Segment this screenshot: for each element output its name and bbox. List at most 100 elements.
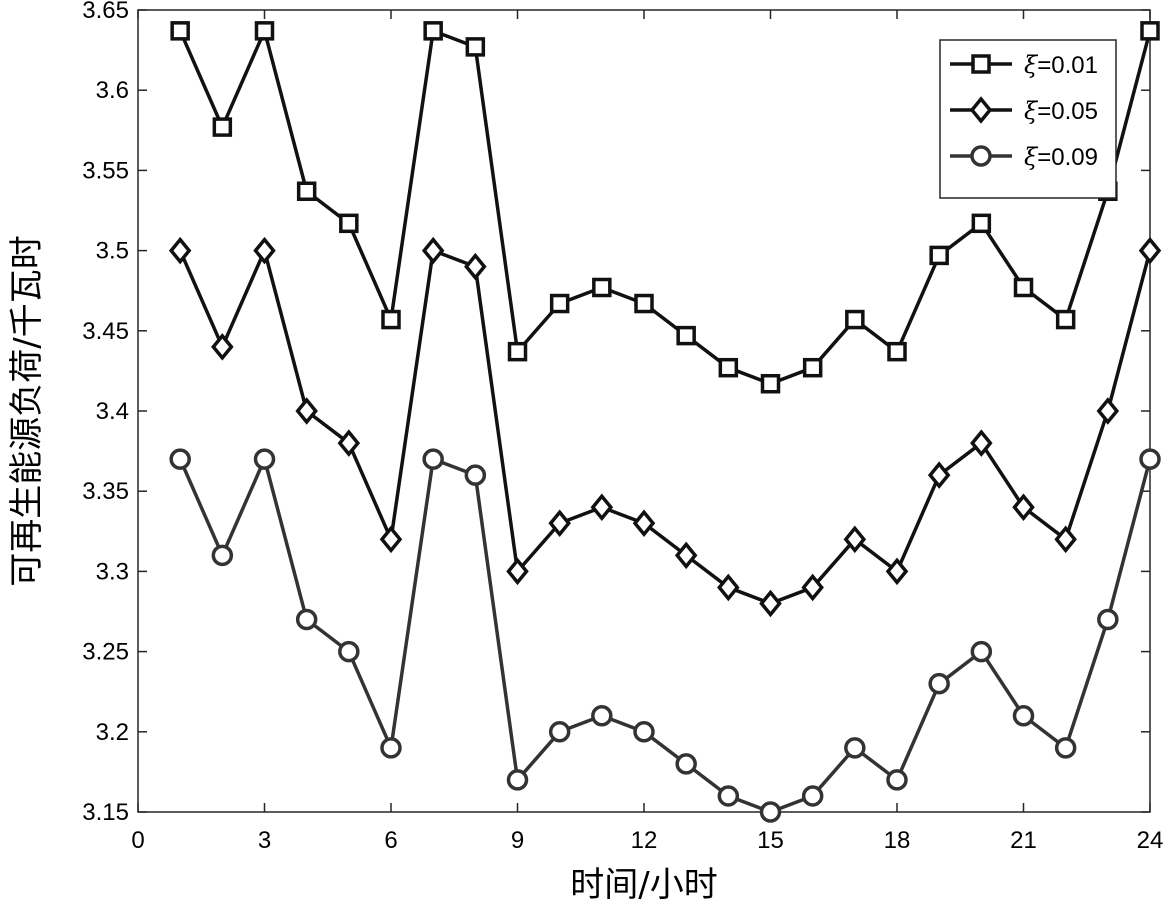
- data-point: [170, 21, 190, 41]
- legend-label: ξ=0.01: [1024, 51, 1098, 79]
- data-point: [548, 721, 571, 743]
- x-tick-label: 24: [1137, 827, 1164, 854]
- legend-entry: ξ=0.09: [950, 143, 1098, 171]
- data-point: [1054, 737, 1077, 759]
- data-point: [1013, 277, 1034, 298]
- x-tick-label: 0: [131, 827, 144, 854]
- data-point: [674, 541, 698, 570]
- legend-value: =0.05: [1037, 98, 1098, 125]
- data-point: [885, 557, 909, 586]
- data-point: [1012, 705, 1035, 727]
- legend-entry: ξ=0.05: [950, 96, 1098, 125]
- data-point: [549, 293, 570, 314]
- data-point: [801, 573, 824, 602]
- data-point: [507, 341, 528, 362]
- legend-symbol: ξ: [1024, 97, 1039, 125]
- y-axis-ticks: 3.15 3.2 3.25 3.3 3.35 3.4 3.45 3.5 3.55 3.6 3.65: [82, 0, 1150, 826]
- series-square: [170, 21, 1160, 394]
- legend-symbol: ξ: [1024, 143, 1039, 171]
- data-point: [423, 21, 443, 41]
- data-point: [421, 236, 445, 265]
- data-point: [675, 753, 697, 775]
- data-point: [1055, 309, 1076, 330]
- x-axis-ticks: 0 3 6 9 12 15 18 21 24: [131, 10, 1163, 854]
- data-point: [717, 785, 740, 807]
- data-point: [295, 608, 318, 631]
- data-point: [254, 21, 275, 41]
- x-tick-label: 21: [1010, 827, 1037, 854]
- series-diamond: [168, 236, 1162, 618]
- data-point: [464, 252, 487, 281]
- data-point: [759, 801, 782, 823]
- y-tick-label: 3.15: [82, 799, 129, 826]
- data-point: [295, 397, 318, 425]
- x-tick-label: 6: [384, 827, 397, 854]
- data-point: [802, 357, 823, 378]
- data-point: [718, 357, 739, 378]
- data-point: [168, 236, 192, 265]
- data-point: [970, 429, 993, 457]
- x-axis-title: 时间/小时: [570, 865, 717, 905]
- series-line: [178, 248, 1152, 606]
- y-tick-label: 3.6: [96, 77, 129, 104]
- y-tick-label: 3.55: [82, 157, 129, 184]
- data-point: [844, 737, 866, 759]
- legend-marker: [969, 96, 993, 124]
- y-tick-label: 3.35: [82, 478, 129, 505]
- x-tick-label: 15: [757, 827, 784, 854]
- x-tick-label: 12: [631, 827, 658, 854]
- data-point: [1054, 525, 1077, 554]
- data-point: [422, 448, 444, 470]
- data-point: [465, 37, 486, 57]
- data-point: [634, 293, 654, 314]
- series-circle: [169, 448, 1161, 823]
- data-point: [759, 589, 782, 618]
- data-point: [632, 509, 656, 538]
- data-point: [337, 429, 361, 457]
- legend-marker: [970, 145, 992, 167]
- y-axis-title: 可再生能源负荷/千瓦时: [7, 235, 47, 586]
- data-point: [929, 245, 949, 266]
- data-point: [1012, 493, 1035, 522]
- legend-box: [939, 39, 1117, 199]
- data-point: [886, 769, 908, 791]
- legend: ξ=0.01ξ=0.05ξ=0.09: [939, 39, 1117, 199]
- data-point: [169, 448, 191, 470]
- y-tick-label: 3.65: [82, 0, 129, 24]
- data-point: [845, 309, 865, 330]
- data-point: [1096, 397, 1120, 425]
- data-point: [843, 525, 867, 554]
- y-tick-label: 3.3: [96, 558, 129, 585]
- data-point: [379, 525, 403, 554]
- data-point: [381, 309, 401, 330]
- data-point: [296, 181, 317, 202]
- y-tick-label: 3.25: [82, 639, 129, 666]
- data-point: [253, 236, 276, 265]
- data-point: [970, 640, 993, 663]
- data-point: [760, 373, 781, 394]
- legend-value: =0.01: [1037, 52, 1098, 79]
- data-point: [928, 672, 950, 695]
- data-point: [1140, 21, 1160, 41]
- data-point: [253, 448, 276, 470]
- series-layer: [168, 21, 1162, 823]
- data-point: [927, 461, 951, 489]
- data-point: [1097, 608, 1119, 631]
- y-tick-label: 3.4: [96, 398, 129, 425]
- y-tick-label: 3.45: [82, 318, 129, 345]
- legend-label: ξ=0.05: [1024, 97, 1098, 125]
- legend-entry: ξ=0.01: [950, 51, 1098, 79]
- data-point: [633, 721, 655, 743]
- x-tick-label: 18: [884, 827, 911, 854]
- data-point: [380, 737, 402, 759]
- data-point: [801, 785, 824, 807]
- y-tick-label: 3.2: [96, 719, 129, 746]
- legend-marker: [971, 54, 991, 74]
- data-point: [464, 464, 487, 486]
- data-point: [590, 493, 614, 522]
- data-point: [211, 544, 234, 567]
- legend-symbol: ξ: [1024, 51, 1039, 79]
- data-point: [592, 277, 612, 298]
- x-tick-label: 3: [258, 827, 271, 854]
